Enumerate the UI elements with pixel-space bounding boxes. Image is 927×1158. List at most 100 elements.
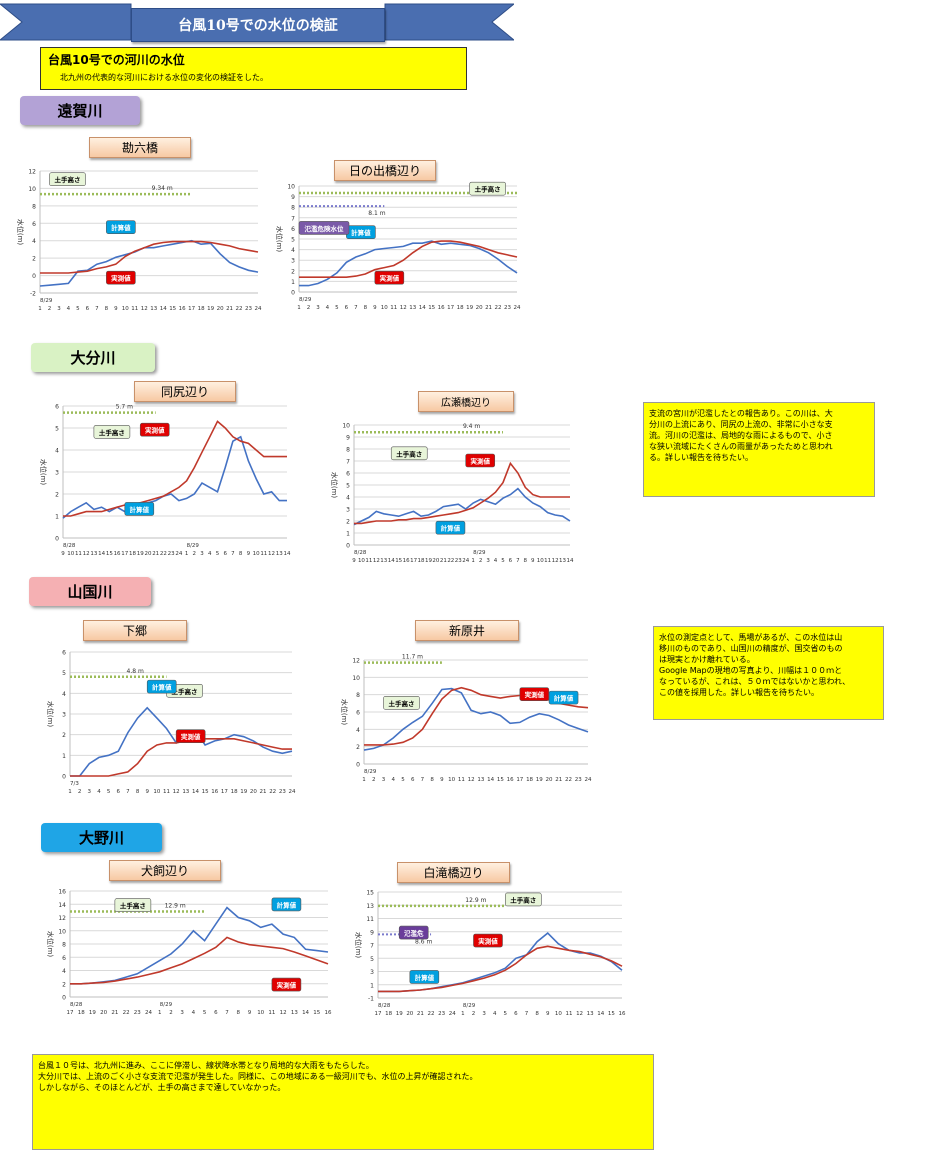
callout-measured-box bbox=[374, 270, 405, 285]
note-oita: 支流の宮川が氾濫したとの報告あり。この川は、大 分川の上流にあり、同尻の上流の、非… bbox=[643, 402, 875, 497]
x-tick-label: 21 bbox=[152, 551, 159, 557]
x-tick-label: 21 bbox=[440, 558, 447, 564]
x-tick-label: 24 bbox=[585, 777, 592, 783]
callout-levee-label: 土手高さ bbox=[388, 699, 414, 708]
callout-calc-label: 計算値 bbox=[130, 505, 150, 514]
banner-ribbon bbox=[0, 3, 514, 41]
y-tick-label: 10 bbox=[28, 186, 36, 193]
x-tick-label: 6 bbox=[214, 1010, 218, 1016]
y-tick-label: 1 bbox=[370, 982, 374, 989]
x-tick-label: 15 bbox=[428, 305, 435, 311]
x-tick-label: 13 bbox=[182, 789, 189, 795]
x-tick-label: 14 bbox=[487, 777, 494, 783]
x-tick-label: 2 bbox=[48, 306, 52, 312]
x-tick-label: 11 bbox=[544, 558, 551, 564]
x-tick-label: 1 bbox=[185, 551, 189, 557]
callout-levee-label: 土手高さ bbox=[54, 175, 80, 184]
x-tick-label: 24 bbox=[514, 305, 521, 311]
x-tick-label: 22 bbox=[428, 1011, 435, 1017]
callout-levee-box bbox=[390, 446, 428, 461]
x-tick-label: 9 bbox=[531, 558, 535, 564]
x-tick-label: 15 bbox=[395, 558, 402, 564]
levee-value-label: 5.7 m bbox=[116, 404, 133, 411]
date-label: 8/29 bbox=[299, 297, 312, 303]
callout-levee-label: 土手高さ bbox=[172, 687, 198, 696]
x-tick-label: 17 bbox=[410, 558, 417, 564]
x-tick-label: 7 bbox=[231, 551, 235, 557]
x-tick-label: 21 bbox=[417, 1011, 424, 1017]
x-tick-label: 5 bbox=[216, 551, 220, 557]
y-tick-label: 8 bbox=[291, 205, 295, 212]
x-tick-label: 11 bbox=[163, 789, 170, 795]
y-tick-label: 9 bbox=[370, 929, 374, 936]
series-measured-line bbox=[70, 738, 292, 777]
x-tick-label: 5 bbox=[501, 558, 505, 564]
date-label: 7/3 bbox=[70, 781, 79, 787]
x-tick-label: 8 bbox=[239, 551, 243, 557]
date-label: 8/28 bbox=[354, 550, 367, 556]
place-label-inukai: 犬飼辺り bbox=[109, 860, 221, 881]
y-tick-label: 13 bbox=[366, 903, 374, 910]
note-summary: 台風１０号は、北九州に進み、ここに停滞し、線状降水帯となり局地的な大雨をもたらし… bbox=[32, 1054, 654, 1150]
x-tick-label: 5 bbox=[401, 777, 405, 783]
y-axis-label: 水位(m) bbox=[16, 219, 25, 246]
x-tick-label: 12 bbox=[552, 558, 559, 564]
x-tick-label: 18 bbox=[231, 789, 238, 795]
y-tick-label: 10 bbox=[287, 184, 295, 191]
note-line: 支流の宮川が氾濫したとの報告あり。この川は、大 bbox=[649, 409, 833, 418]
y-tick-label: 0 bbox=[291, 290, 295, 297]
x-tick-label: 15 bbox=[313, 1010, 320, 1016]
callout-calc-label: 計算値 bbox=[415, 973, 435, 982]
x-tick-label: 23 bbox=[438, 1011, 445, 1017]
x-tick-label: 21 bbox=[555, 777, 562, 783]
x-tick-label: 14 bbox=[419, 305, 426, 311]
x-tick-label: 23 bbox=[575, 777, 582, 783]
callout-levee-box bbox=[49, 172, 86, 187]
y-tick-label: 10 bbox=[352, 675, 360, 682]
x-tick-label: 6 bbox=[345, 305, 349, 311]
x-tick-label: 6 bbox=[514, 1011, 518, 1017]
series-calc-line bbox=[39, 239, 259, 287]
x-tick-label: 4 bbox=[493, 1011, 497, 1017]
river-label-yamakuni: 山国川 bbox=[29, 577, 151, 606]
levee-value-label: 9.34 m bbox=[152, 185, 173, 192]
y-axis-label: 水位(m) bbox=[46, 931, 55, 958]
x-tick-label: 7 bbox=[225, 1010, 229, 1016]
y-tick-label: 2 bbox=[32, 256, 36, 263]
x-tick-label: 12 bbox=[373, 558, 380, 564]
x-tick-label: 14 bbox=[160, 306, 167, 312]
x-tick-label: 15 bbox=[169, 306, 176, 312]
x-tick-label: 9 bbox=[440, 777, 444, 783]
x-tick-label: 20 bbox=[546, 777, 553, 783]
place-label-hirose: 広瀬橋辺り bbox=[418, 391, 514, 412]
x-tick-label: 3 bbox=[180, 1010, 184, 1016]
y-tick-label: 5 bbox=[55, 426, 59, 433]
callout-levee-box bbox=[114, 898, 152, 912]
place-label-kan: 勘六橋 bbox=[89, 137, 191, 158]
callout-calc-box bbox=[435, 520, 466, 535]
callout-measured-label: 実測値 bbox=[181, 732, 201, 741]
callout-measured-box bbox=[175, 729, 206, 744]
x-tick-label: 23 bbox=[168, 551, 175, 557]
callout-levee-box bbox=[505, 892, 542, 907]
river-label-onga: 遠賀川 bbox=[20, 96, 140, 125]
callout-levee-box bbox=[93, 425, 131, 439]
x-tick-label: 14 bbox=[567, 558, 574, 564]
x-tick-label: 8 bbox=[535, 1011, 539, 1017]
x-tick-label: 5 bbox=[203, 1010, 207, 1016]
callout-calc-label: 計算値 bbox=[441, 524, 461, 533]
callout-danger-box bbox=[298, 221, 350, 235]
date-label: 8/29 bbox=[40, 298, 53, 304]
y-tick-label: 3 bbox=[62, 712, 66, 719]
y-tick-label: 15 bbox=[366, 890, 374, 897]
callout-calc-box bbox=[106, 220, 136, 234]
y-axis-label: 水位(m) bbox=[46, 701, 55, 728]
y-tick-label: 2 bbox=[356, 744, 360, 751]
x-tick-label: 14 bbox=[388, 558, 395, 564]
x-tick-label: 12 bbox=[280, 1010, 287, 1016]
series-calc-line bbox=[363, 687, 589, 751]
x-tick-label: 18 bbox=[198, 306, 205, 312]
